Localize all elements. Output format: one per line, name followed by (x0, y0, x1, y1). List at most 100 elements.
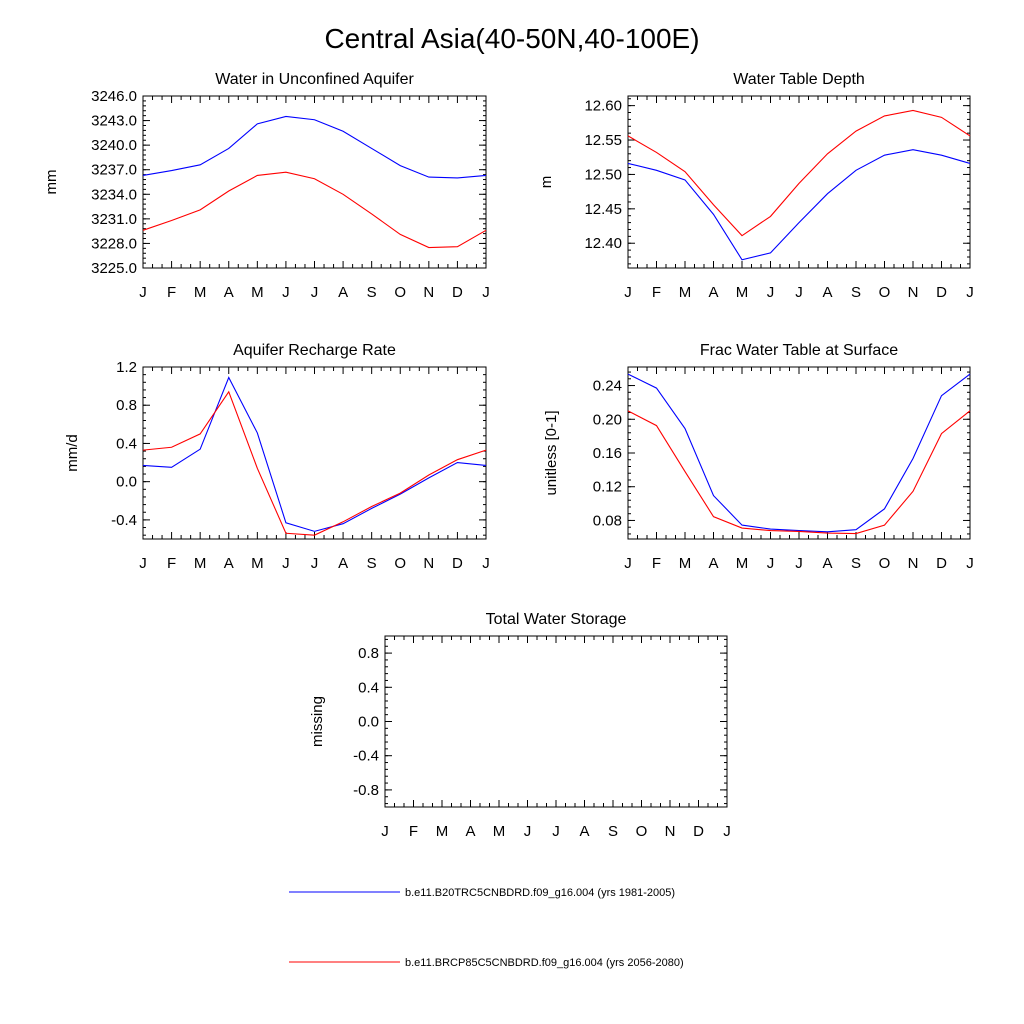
legend-label: b.e11.BRCP85C5CNBDRD.f09_g16.004 (yrs 20… (405, 957, 684, 969)
x-tick-label: A (822, 284, 832, 301)
y-tick-label: 0.12 (593, 479, 622, 496)
y-tick-label: 12.45 (584, 201, 622, 218)
legend-label: b.e11.B20TRC5CNBDRD.f09_g16.004 (yrs 198… (405, 887, 675, 899)
x-tick-label: N (423, 555, 434, 572)
x-tick-label: S (608, 823, 618, 840)
legend-item: b.e11.B20TRC5CNBDRD.f09_g16.004 (yrs 198… (289, 887, 675, 899)
x-tick-label: A (338, 555, 348, 572)
y-tick-label: 1.2 (116, 359, 137, 376)
y-tick-label: 0.16 (593, 445, 622, 462)
y-tick-label: 3243.0 (91, 113, 137, 130)
x-tick-label: J (139, 284, 147, 301)
x-tick-label: A (224, 555, 234, 572)
y-tick-label: 0.0 (358, 714, 379, 731)
y-tick-label: 3237.0 (91, 162, 137, 179)
x-tick-label: A (579, 823, 589, 840)
x-tick-label: M (493, 823, 506, 840)
legend: b.e11.B20TRC5CNBDRD.f09_g16.004 (yrs 198… (289, 887, 684, 969)
x-tick-label: J (624, 284, 632, 301)
x-tick-label: J (552, 823, 560, 840)
x-tick-label: F (167, 284, 176, 301)
x-tick-label: J (795, 284, 803, 301)
x-tick-label: J (524, 823, 532, 840)
x-tick-label: A (465, 823, 475, 840)
x-tick-label: F (652, 555, 661, 572)
plot-frame (384, 635, 728, 808)
series-line-1 (627, 373, 971, 533)
series-line-1 (142, 376, 487, 532)
x-tick-label: J (282, 284, 290, 301)
x-tick-label: A (708, 284, 718, 301)
x-tick-label: S (851, 555, 861, 572)
y-tick-label: 3225.0 (91, 260, 137, 277)
x-tick-label: M (436, 823, 449, 840)
panel-title: Frac Water Table at Surface (700, 342, 898, 359)
x-tick-label: N (908, 555, 919, 572)
y-tick-label: 0.4 (116, 435, 137, 452)
y-axis-label: mm/d (64, 434, 81, 472)
y-tick-label: 12.50 (584, 166, 622, 183)
y-axis-label: missing (309, 696, 326, 747)
x-tick-label: S (851, 284, 861, 301)
x-tick-label: J (311, 284, 319, 301)
x-tick-label: J (767, 555, 775, 572)
x-tick-label: J (482, 284, 490, 301)
x-tick-label: M (194, 284, 207, 301)
plot-frame (142, 95, 487, 269)
legend-item: b.e11.BRCP85C5CNBDRD.f09_g16.004 (yrs 20… (289, 957, 684, 969)
x-tick-label: O (879, 284, 891, 301)
y-axis-label: unitless [0-1] (543, 410, 560, 495)
x-tick-label: J (723, 823, 731, 840)
x-tick-label: J (966, 555, 974, 572)
y-tick-label: 0.8 (116, 397, 137, 414)
x-tick-label: F (167, 555, 176, 572)
y-tick-label: 3234.0 (91, 186, 137, 203)
series-line-1 (627, 149, 971, 261)
x-tick-label: D (936, 555, 947, 572)
panel-title: Aquifer Recharge Rate (233, 342, 396, 359)
y-tick-label: 0.08 (593, 512, 622, 529)
x-tick-label: J (624, 555, 632, 572)
figure-title: Central Asia(40-50N,40-100E) (324, 23, 699, 54)
x-tick-label: J (282, 555, 290, 572)
series-line-2 (142, 171, 487, 249)
plot-frame (627, 95, 971, 269)
y-axis-label: mm (43, 170, 60, 195)
y-tick-label: 3240.0 (91, 137, 137, 154)
x-tick-label: A (708, 555, 718, 572)
x-tick-label: M (251, 555, 264, 572)
y-tick-label: 0.0 (116, 474, 137, 491)
x-tick-label: F (652, 284, 661, 301)
panel-title: Total Water Storage (486, 611, 627, 628)
series-line-2 (142, 390, 487, 536)
x-tick-label: S (367, 555, 377, 572)
y-tick-label: -0.4 (353, 748, 379, 765)
x-tick-label: M (679, 284, 692, 301)
x-tick-label: J (381, 823, 389, 840)
x-tick-label: N (908, 284, 919, 301)
x-tick-label: D (693, 823, 704, 840)
x-tick-label: O (394, 284, 406, 301)
x-tick-label: O (636, 823, 648, 840)
x-tick-label: O (394, 555, 406, 572)
y-axis-label: m (538, 176, 555, 189)
series-line-2 (627, 410, 971, 535)
y-tick-label: -0.8 (353, 782, 379, 799)
y-tick-label: 3246.0 (91, 88, 137, 105)
x-tick-label: D (452, 284, 463, 301)
x-tick-label: M (736, 284, 749, 301)
x-tick-label: A (822, 555, 832, 572)
panel-title: Water in Unconfined Aquifer (215, 71, 414, 88)
x-tick-label: J (966, 284, 974, 301)
y-tick-label: 3228.0 (91, 235, 137, 252)
x-tick-label: M (194, 555, 207, 572)
x-tick-label: J (767, 284, 775, 301)
x-tick-label: M (736, 555, 749, 572)
x-tick-label: J (482, 555, 490, 572)
y-tick-label: 0.8 (358, 645, 379, 662)
x-tick-label: A (338, 284, 348, 301)
